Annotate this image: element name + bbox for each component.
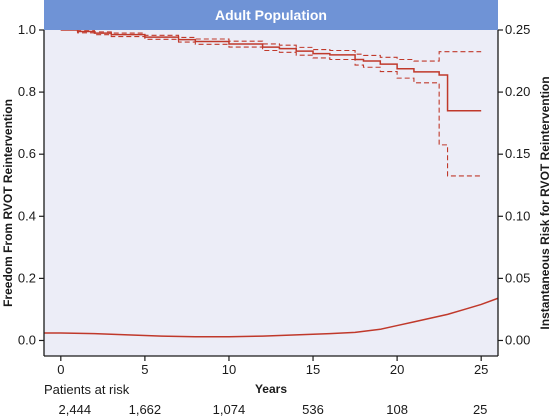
x-axis-label: Years (255, 382, 287, 396)
patients-at-risk-value: 536 (302, 402, 324, 417)
y-tick-label: 1.0 (18, 22, 36, 37)
y-axis-label: Freedom From RVOT Reintervention (1, 99, 15, 307)
survival-curve (60, 29, 482, 112)
patients-at-risk-value: 25 (472, 402, 488, 417)
chart-title: Adult Population (44, 0, 498, 30)
y2-tick-label: 0.20 (505, 84, 530, 99)
y2-tick-label: 0.25 (505, 22, 530, 37)
y2-tick-label: 0.15 (505, 146, 530, 161)
x-tick-label: 15 (306, 362, 320, 377)
x-tick-label: 5 (141, 362, 148, 377)
x-tick-label: 10 (222, 362, 236, 377)
y-tick-label: 0.0 (18, 332, 36, 347)
confidence-limit-curve (60, 29, 482, 177)
patients-at-risk-value: 1,662 (128, 402, 162, 417)
plot-area (44, 30, 498, 356)
x-tick-label: 25 (474, 362, 488, 377)
patients-at-risk-value: 2,444 (58, 402, 92, 417)
y2-tick-label: 0.05 (505, 270, 530, 285)
y-tick-label: 0.4 (18, 208, 36, 223)
patients-at-risk-value: 1,074 (212, 402, 246, 417)
patients-at-risk-title: Patients at risk (44, 382, 130, 397)
patients-at-risk-value: 108 (386, 402, 408, 417)
hazard-curve (44, 297, 499, 338)
y2-tick-label: 0.00 (505, 332, 530, 347)
y-tick-label: 0.8 (18, 84, 36, 99)
y-tick-label: 0.6 (18, 146, 36, 161)
y2-tick-label: 0.10 (505, 208, 530, 223)
y-tick-label: 0.2 (18, 270, 36, 285)
confidence-limit-curve (60, 29, 482, 62)
x-tick-label: 0 (57, 362, 64, 377)
y2-axis-label: Instantaneous Risk for RVOT Reinterventi… (538, 76, 552, 329)
x-tick-label: 20 (390, 362, 404, 377)
